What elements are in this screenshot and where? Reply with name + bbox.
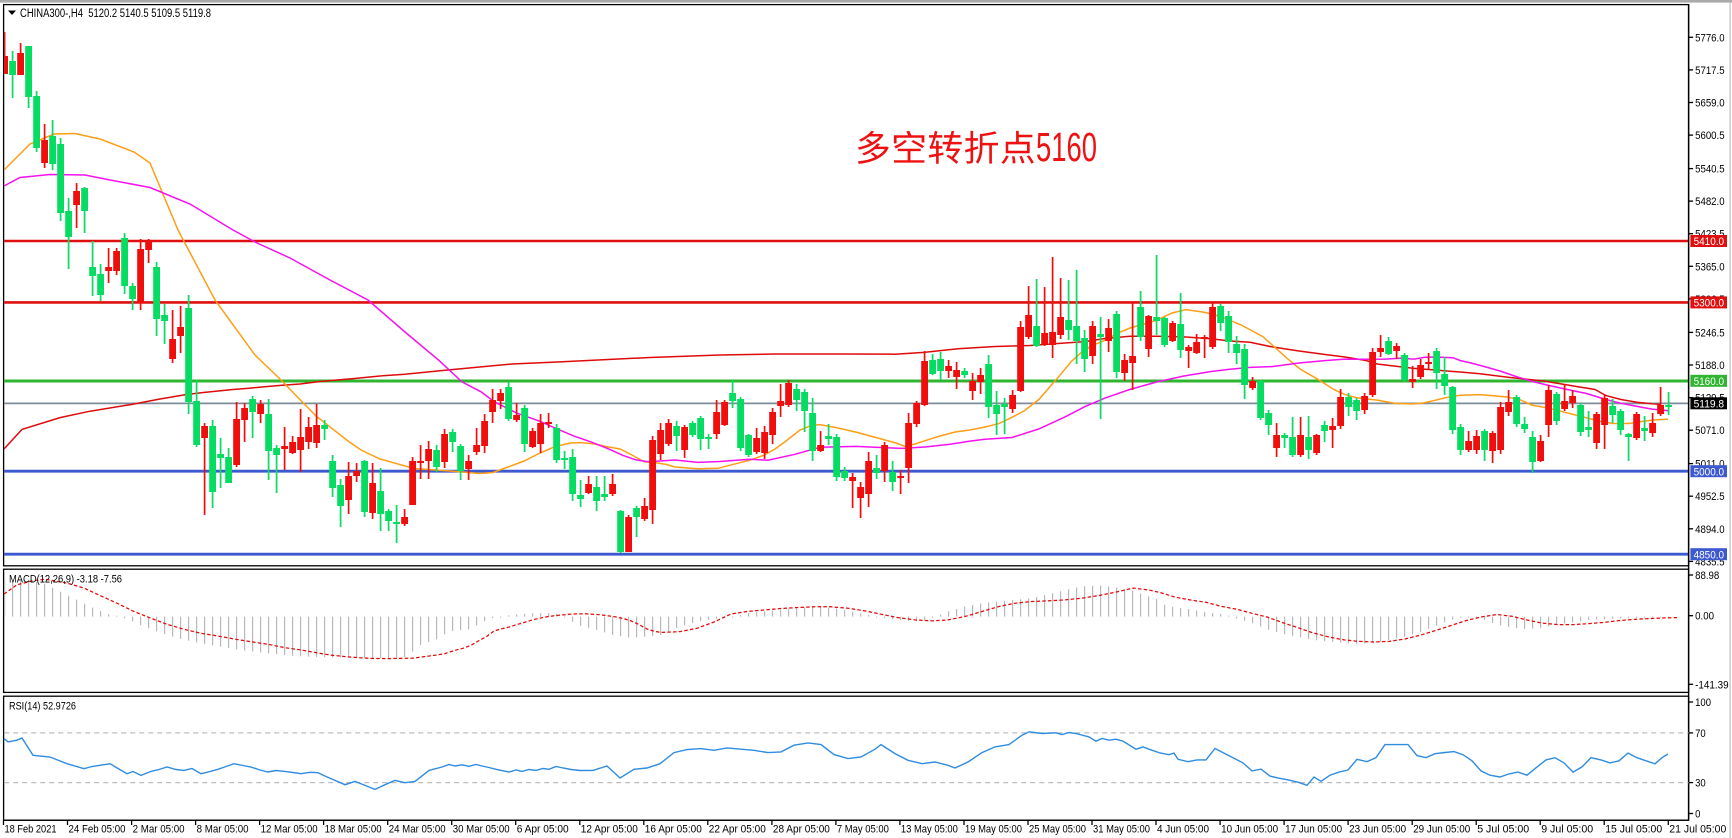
svg-text:5659.0: 5659.0 (1695, 98, 1725, 110)
svg-text:28 Apr 05:00: 28 Apr 05:00 (773, 824, 830, 836)
svg-text:70: 70 (1695, 728, 1706, 740)
svg-text:5776.0: 5776.0 (1695, 32, 1725, 44)
svg-text:10 Jun 05:00: 10 Jun 05:00 (1221, 824, 1278, 836)
svg-text:5410.0: 5410.0 (1694, 236, 1725, 248)
svg-text:22 Apr 05:00: 22 Apr 05:00 (709, 824, 766, 836)
svg-text:12 Apr 05:00: 12 Apr 05:00 (581, 824, 638, 836)
svg-text:100: 100 (1695, 697, 1711, 709)
svg-text:18 Mar 05:00: 18 Mar 05:00 (325, 824, 382, 836)
svg-text:16 Apr 05:00: 16 Apr 05:00 (645, 824, 702, 836)
svg-text:2 Mar 05:00: 2 Mar 05:00 (133, 824, 185, 836)
svg-text:8 Mar 05:00: 8 Mar 05:00 (197, 824, 249, 836)
svg-text:24 Feb 05:00: 24 Feb 05:00 (69, 824, 126, 836)
svg-text:5482.0: 5482.0 (1695, 196, 1725, 208)
svg-text:15 Jul 05:00: 15 Jul 05:00 (1605, 824, 1662, 836)
svg-text:5188.0: 5188.0 (1695, 360, 1725, 372)
svg-text:RSI(14) 52.9726: RSI(14) 52.9726 (9, 701, 76, 713)
svg-text:4952.5: 4952.5 (1695, 491, 1725, 503)
svg-text:31 May 05:00: 31 May 05:00 (1093, 824, 1150, 836)
svg-text:5717.5: 5717.5 (1695, 65, 1725, 77)
svg-text:21 Jul 05:00: 21 Jul 05:00 (1669, 824, 1726, 836)
svg-text:7 May 05:00: 7 May 05:00 (837, 824, 889, 836)
svg-text:4894.0: 4894.0 (1695, 524, 1725, 536)
svg-text:23 Jun 05:00: 23 Jun 05:00 (1349, 824, 1406, 836)
svg-text:30 Mar 05:00: 30 Mar 05:00 (453, 824, 510, 836)
svg-text:MACD(12,26,9) -3.18 -7.56: MACD(12,26,9) -3.18 -7.56 (9, 574, 122, 586)
svg-text:24 Mar 05:00: 24 Mar 05:00 (389, 824, 446, 836)
svg-text:30: 30 (1695, 778, 1706, 790)
svg-text:5160: 5160 (1036, 124, 1097, 170)
svg-text:25 May 05:00: 25 May 05:00 (1029, 824, 1086, 836)
svg-text:0: 0 (1695, 809, 1700, 821)
svg-text:9 Jul 05:00: 9 Jul 05:00 (1541, 824, 1593, 836)
svg-text:5071.0: 5071.0 (1695, 425, 1725, 437)
svg-text:4 Jun 05:00: 4 Jun 05:00 (1157, 824, 1209, 836)
svg-text:5365.0: 5365.0 (1695, 261, 1725, 273)
svg-text:-141.39: -141.39 (1695, 679, 1729, 691)
svg-text:5600.5: 5600.5 (1695, 130, 1725, 142)
svg-text:29 Jun 05:00: 29 Jun 05:00 (1413, 824, 1470, 836)
svg-text:5119.8: 5119.8 (1694, 399, 1725, 411)
svg-text:6 Apr 05:00: 6 Apr 05:00 (517, 824, 569, 836)
svg-text:0.00: 0.00 (1695, 611, 1714, 623)
svg-text:5160.0: 5160.0 (1694, 376, 1725, 388)
svg-text:19 May 05:00: 19 May 05:00 (965, 824, 1022, 836)
svg-text:18 Feb 2021: 18 Feb 2021 (5, 824, 57, 836)
svg-text:4850.0: 4850.0 (1694, 549, 1725, 561)
svg-text:5000.0: 5000.0 (1694, 466, 1725, 478)
svg-text:CHINA300-,H4 5120.2 5140.5 51: CHINA300-,H4 5120.2 5140.5 5109.5 5119.8 (20, 8, 211, 20)
svg-text:5 Jul 05:00: 5 Jul 05:00 (1477, 824, 1529, 836)
svg-text:88.98: 88.98 (1695, 570, 1719, 582)
svg-text:5246.5: 5246.5 (1695, 327, 1725, 339)
svg-text:17 Jun 05:00: 17 Jun 05:00 (1285, 824, 1342, 836)
svg-text:5300.0: 5300.0 (1694, 298, 1725, 310)
svg-text:13 May 05:00: 13 May 05:00 (901, 824, 958, 836)
svg-text:5540.5: 5540.5 (1695, 164, 1725, 176)
svg-text:12 Mar 05:00: 12 Mar 05:00 (261, 824, 318, 836)
